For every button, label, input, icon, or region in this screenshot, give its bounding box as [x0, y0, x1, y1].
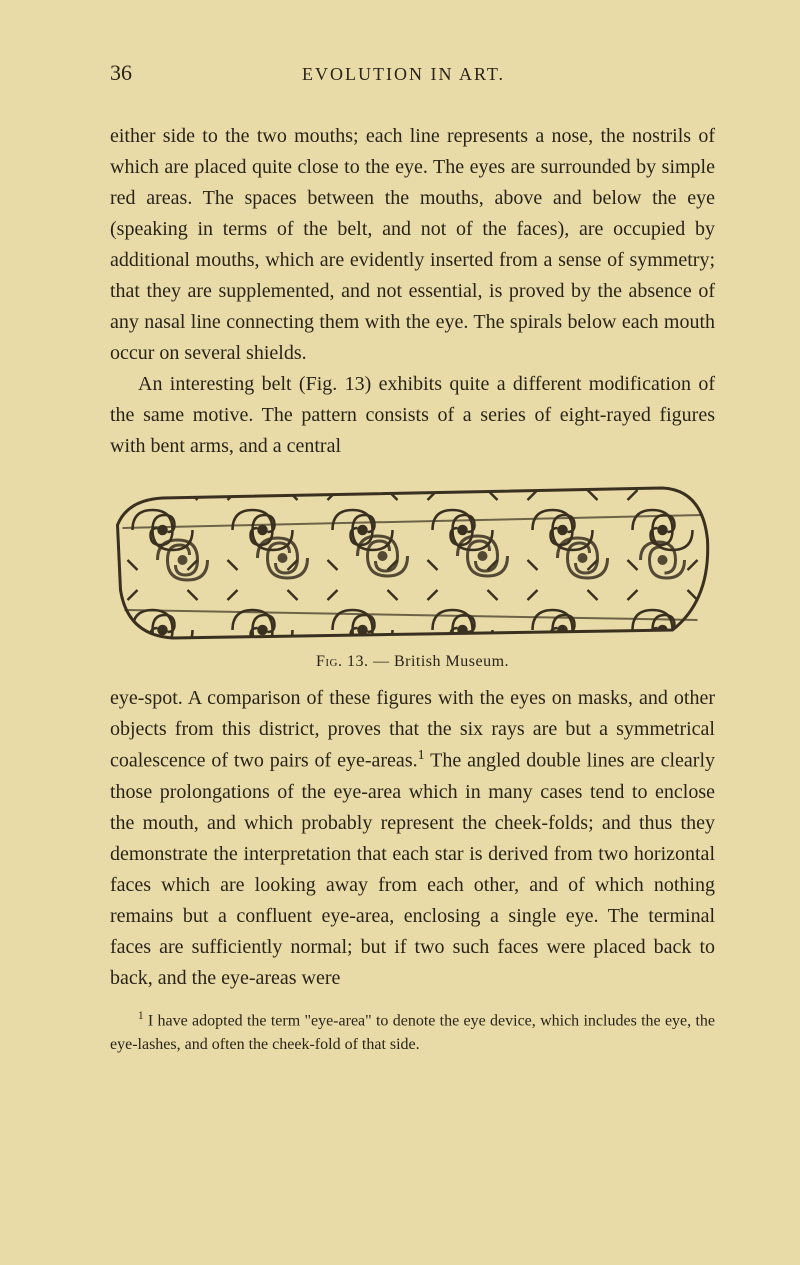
- paragraph-3: eye-spot. A comparison of these figures …: [110, 683, 715, 994]
- body-text-continued: eye-spot. A comparison of these figures …: [110, 683, 715, 994]
- figure-caption: Fig. 13. — British Museum.: [110, 653, 715, 671]
- figure-caption-text: — British Museum.: [368, 653, 509, 670]
- footnote-1: 1 I have adopted the term "eye-area" to …: [110, 1008, 715, 1057]
- figure-caption-prefix: Fig. 13.: [316, 653, 369, 670]
- body-text: either side to the two mouths; each line…: [110, 121, 715, 462]
- paragraph-3-part2: The angled double lines are clearly thos…: [110, 750, 715, 989]
- footnote-ref-1: 1: [418, 748, 425, 763]
- paragraph-2: An interesting belt (Fig. 13) exhibits q…: [110, 369, 715, 462]
- figure-container: Fig. 13. — British Museum.: [110, 480, 715, 671]
- paragraph-1: either side to the two mouths; each line…: [110, 121, 715, 369]
- footnote-text: I have adopted the term "eye-area" to de…: [110, 1012, 715, 1053]
- page-header: 36 EVOLUTION IN ART.: [110, 60, 715, 86]
- running-title: EVOLUTION IN ART.: [132, 64, 715, 85]
- page-number: 36: [110, 60, 132, 86]
- figure-13-image: [110, 480, 715, 645]
